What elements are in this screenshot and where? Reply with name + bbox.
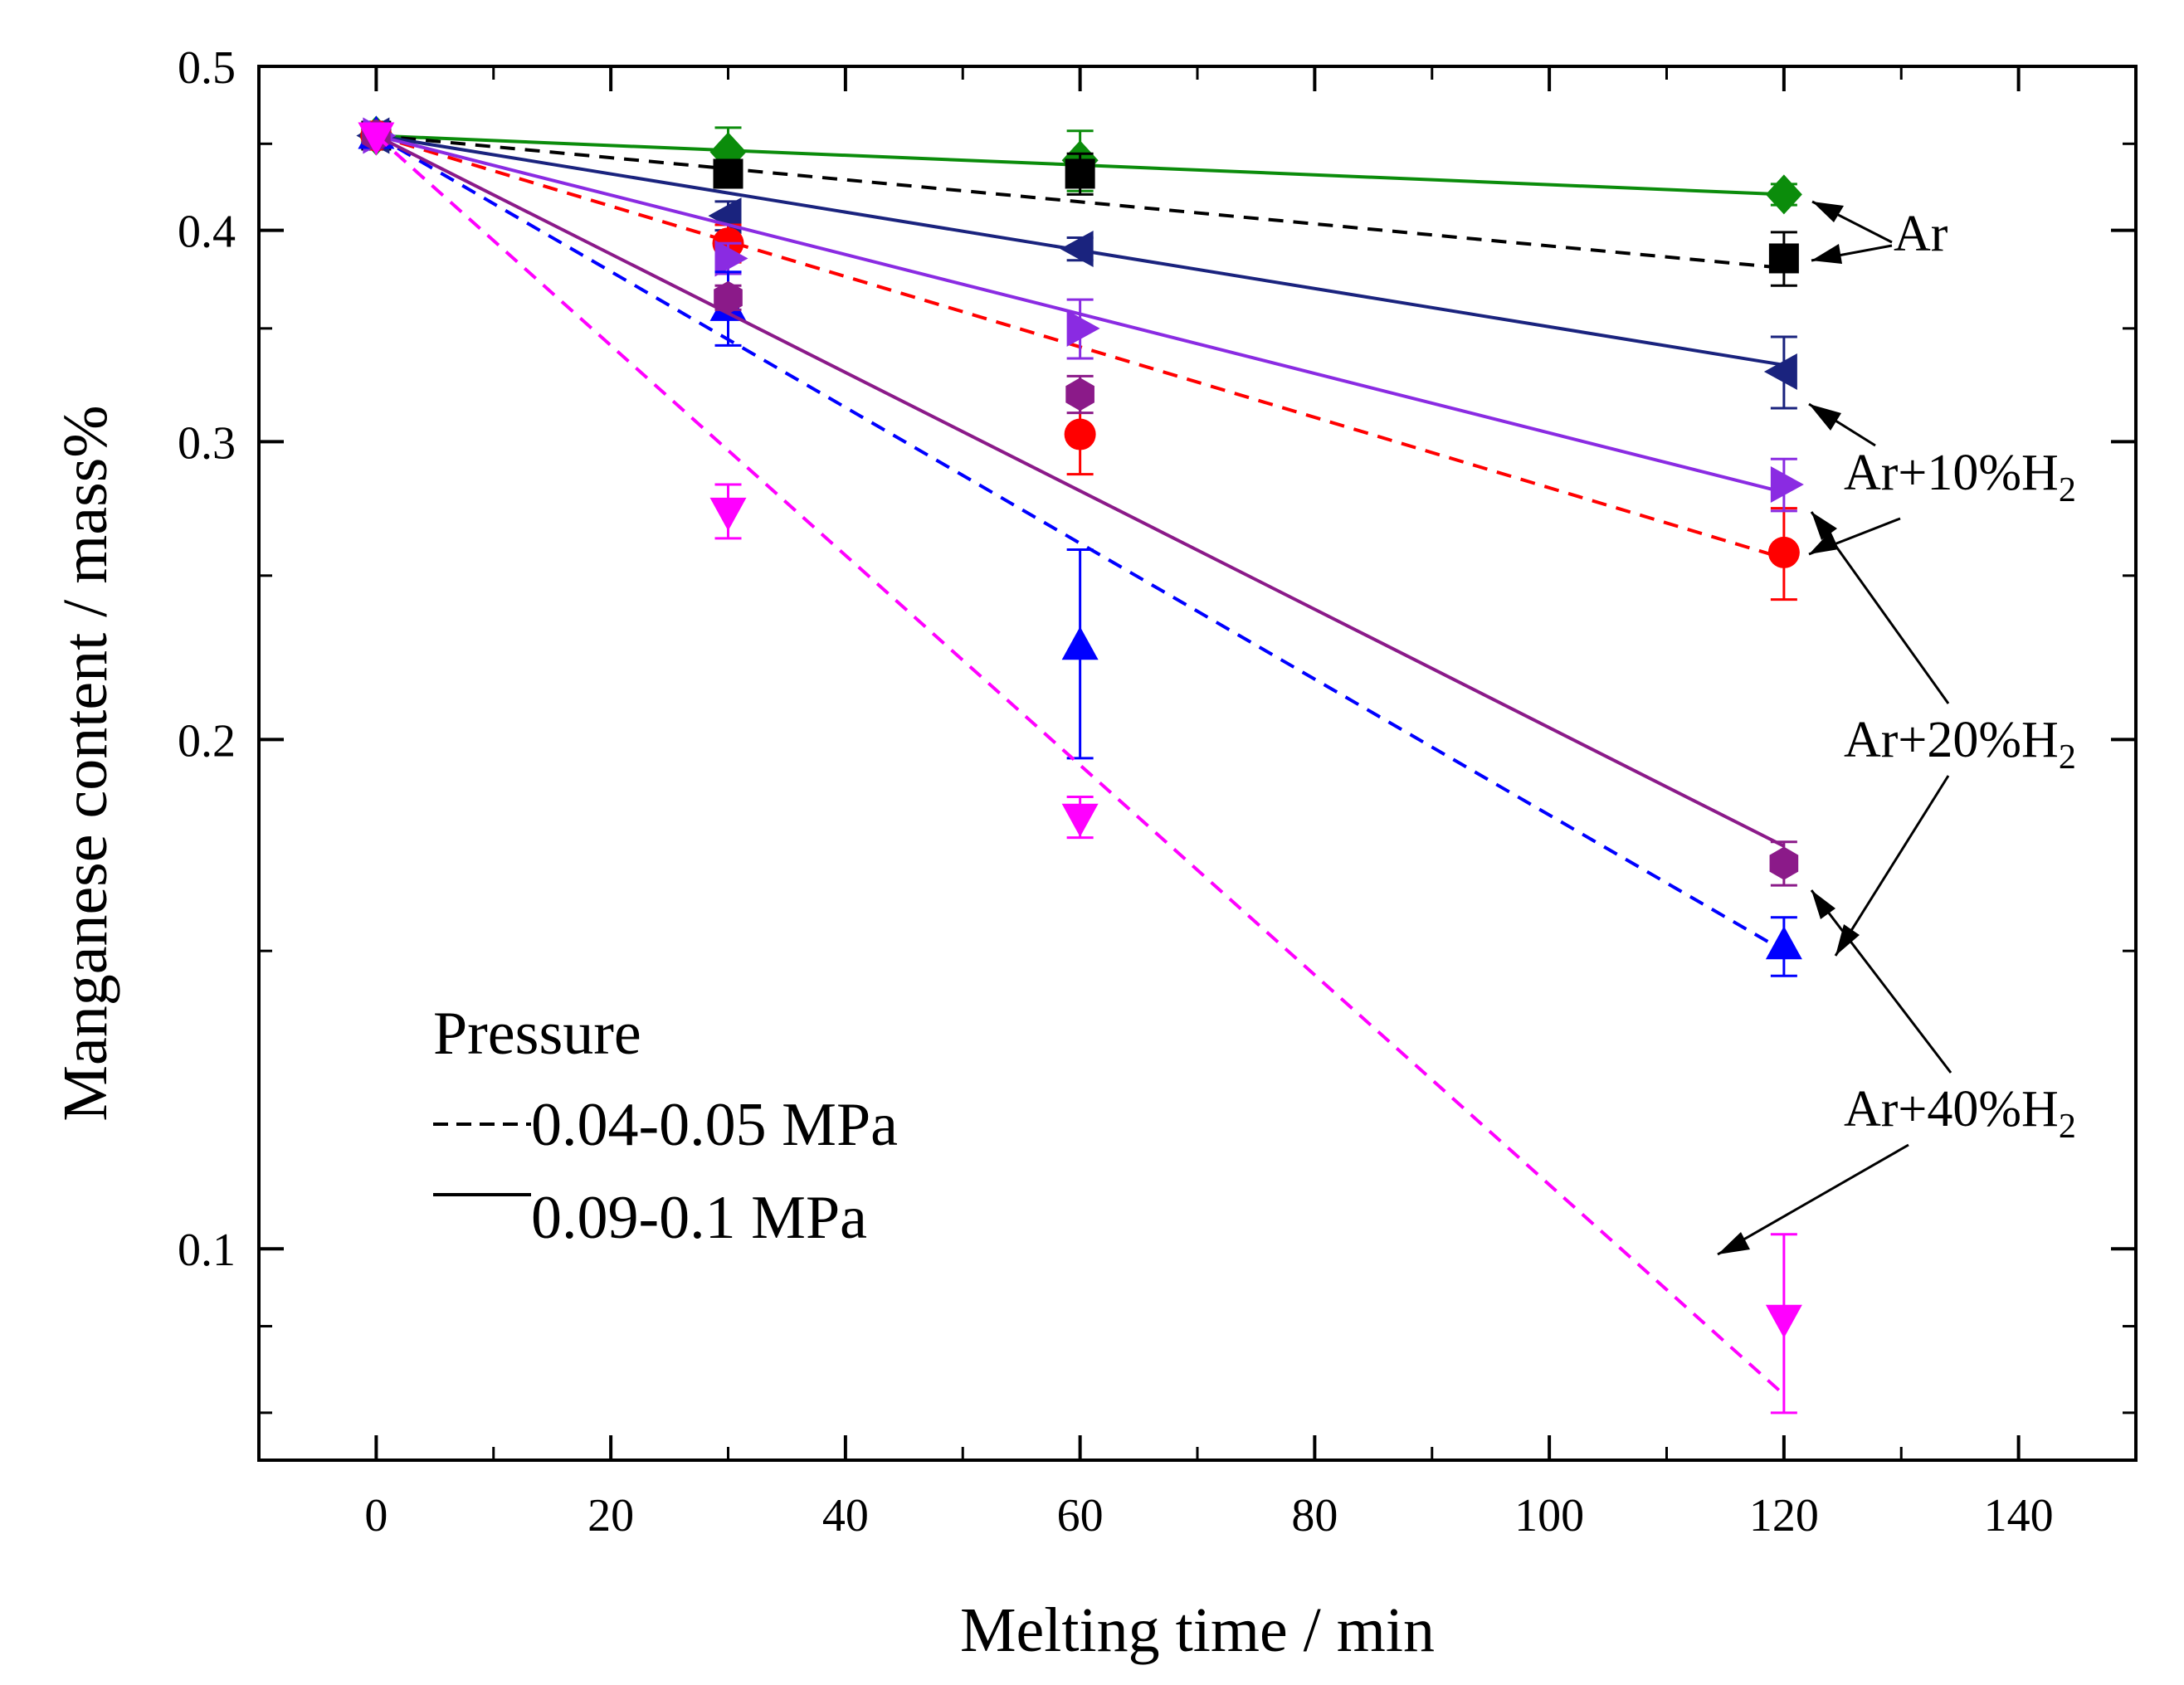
- arrowhead-h10-1: [1809, 404, 1841, 431]
- data-point: [1765, 926, 1802, 960]
- data-point: [1765, 1304, 1802, 1338]
- annotation-ar-10h2: Ar+10%H2: [1844, 445, 2076, 509]
- x-tick-label: 100: [1514, 1490, 1584, 1541]
- ticks-layer: 0 20 40 60 80 100 120 140 0.1 0.2 0.3 0.4 0.5: [178, 42, 2138, 1541]
- data-point: [1765, 174, 1802, 215]
- annotation-arrow-h40-2: [1717, 1143, 1909, 1256]
- x-tick-label: 140: [1984, 1490, 2054, 1541]
- x-tick-label: 120: [1749, 1490, 1819, 1541]
- data-point: [714, 280, 743, 314]
- fit-line: [375, 134, 1785, 848]
- x-tick-label: 80: [1291, 1490, 1338, 1541]
- data-point: [1065, 158, 1095, 189]
- y-tick-label: 0.2: [178, 715, 236, 767]
- fit-line: [375, 134, 1785, 952]
- data-point: [1064, 418, 1096, 450]
- y-tick-label: 0.3: [178, 417, 236, 469]
- x-tick-label: 0: [364, 1490, 388, 1541]
- data-point: [1060, 231, 1094, 268]
- data-point: [714, 240, 748, 277]
- x-tick-label: 40: [822, 1490, 869, 1541]
- annotation-arrow-h40-1: [1810, 889, 1952, 1074]
- legend-solid-label: 0.09-0.1 MPa: [531, 1184, 867, 1252]
- legend-title: Pressure: [433, 1000, 641, 1068]
- data-point: [1768, 243, 1799, 274]
- series-7: [358, 122, 1802, 1415]
- fit-line: [376, 134, 1785, 270]
- x-tick-label: 60: [1057, 1490, 1104, 1541]
- data-point: [1066, 309, 1100, 347]
- annotation-arrowheads: [1718, 202, 1860, 1254]
- data-point: [1769, 846, 1799, 880]
- legend: Pressure 0.04-0.05 MPa 0.09-0.1 MPa: [433, 1000, 898, 1252]
- arrowhead-ar-2: [1811, 244, 1842, 264]
- data-point: [1763, 353, 1797, 390]
- arrowhead-h20-1: [1811, 512, 1837, 540]
- legend-dashed-label: 0.04-0.05 MPa: [531, 1091, 898, 1159]
- fit-line: [375, 134, 1786, 1396]
- y-tick-label: 0.4: [178, 207, 236, 258]
- arrowhead-ar-1: [1812, 202, 1844, 222]
- annotation-ar-20h2: Ar+20%H2: [1844, 712, 2076, 777]
- arrowhead-h10-2: [1809, 531, 1839, 554]
- annotation-ar: Ar: [1894, 206, 1948, 262]
- y-tick-label: 0.1: [178, 1225, 236, 1276]
- data-point: [1061, 803, 1099, 837]
- data-point: [358, 122, 395, 156]
- arrowhead-h40-1: [1811, 890, 1835, 919]
- arrowhead-h20-2: [1835, 924, 1860, 956]
- data-point: [1767, 536, 1800, 568]
- annotation-arrow-h20-2: [1834, 775, 1950, 957]
- annotation-ar-40h2: Ar+40%H2: [1844, 1081, 2076, 1146]
- y-tick-label: 0.5: [178, 42, 236, 94]
- data-point: [1065, 377, 1094, 412]
- data-point: [1770, 466, 1804, 504]
- data-point: [1061, 626, 1099, 660]
- data-point: [713, 158, 743, 189]
- arrowhead-h40-2: [1718, 1232, 1750, 1254]
- x-axis-title: Melting time / min: [960, 1595, 1435, 1665]
- series-layer: [356, 115, 1804, 1415]
- y-axis-title: Manganese content / mass%: [51, 405, 120, 1121]
- x-tick-label: 20: [587, 1490, 634, 1541]
- data-point: [709, 497, 747, 531]
